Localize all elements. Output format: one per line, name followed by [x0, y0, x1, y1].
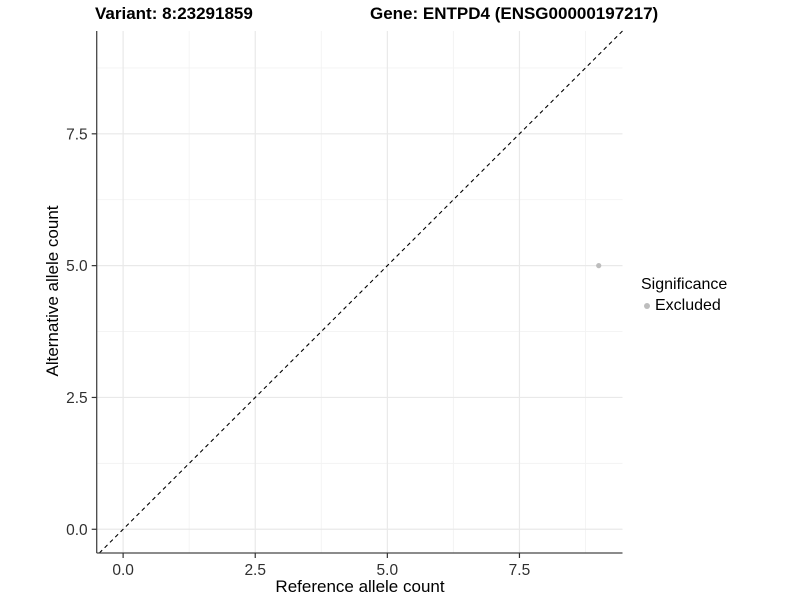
y-tick-label: 0.0: [66, 522, 88, 539]
y-tick-label: 2.5: [66, 390, 88, 407]
legend-point-icon: [644, 303, 650, 309]
x-tick-label: 5.0: [377, 562, 399, 579]
x-tick-label: 7.5: [509, 562, 531, 579]
identity-line: [98, 30, 623, 554]
plot-title-variant: Variant: 8:23291859: [95, 4, 253, 23]
y-tick-label: 5.0: [66, 258, 88, 275]
legend: Significance Excluded: [641, 276, 727, 315]
x-tick-label: 2.5: [244, 562, 266, 579]
legend-title: Significance: [641, 276, 728, 293]
y-tick-label: 7.5: [66, 126, 88, 143]
x-axis-title: Reference allele count: [275, 577, 445, 596]
data-point: [596, 263, 602, 269]
legend-item-label: Excluded: [655, 297, 721, 314]
plot-title-gene: Gene: ENTPD4 (ENSG00000197217): [370, 4, 659, 23]
y-axis-title: Alternative allele count: [43, 205, 62, 377]
legend-item-excluded: Excluded: [644, 297, 727, 315]
x-tick-label: 0.0: [112, 562, 134, 579]
